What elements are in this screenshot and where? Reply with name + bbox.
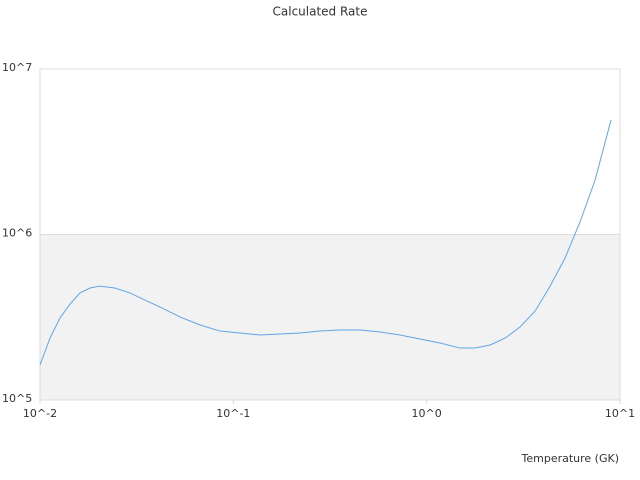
chart-title: Calculated Rate <box>273 5 368 19</box>
y-tick-label: 10^7 <box>2 61 32 74</box>
y-tick-label: 10^5 <box>2 392 32 405</box>
x-tick-label: 10^0 <box>412 407 442 420</box>
x-tick-label: 10^-1 <box>216 407 250 420</box>
data-line <box>39 119 612 366</box>
x-tick-label: 10^1 <box>605 407 635 420</box>
x-tick-label: 10^-2 <box>23 407 57 420</box>
plot-band <box>40 234 620 400</box>
x-axis-label: Temperature (GK) <box>521 452 620 465</box>
y-tick-label: 10^6 <box>2 227 32 240</box>
